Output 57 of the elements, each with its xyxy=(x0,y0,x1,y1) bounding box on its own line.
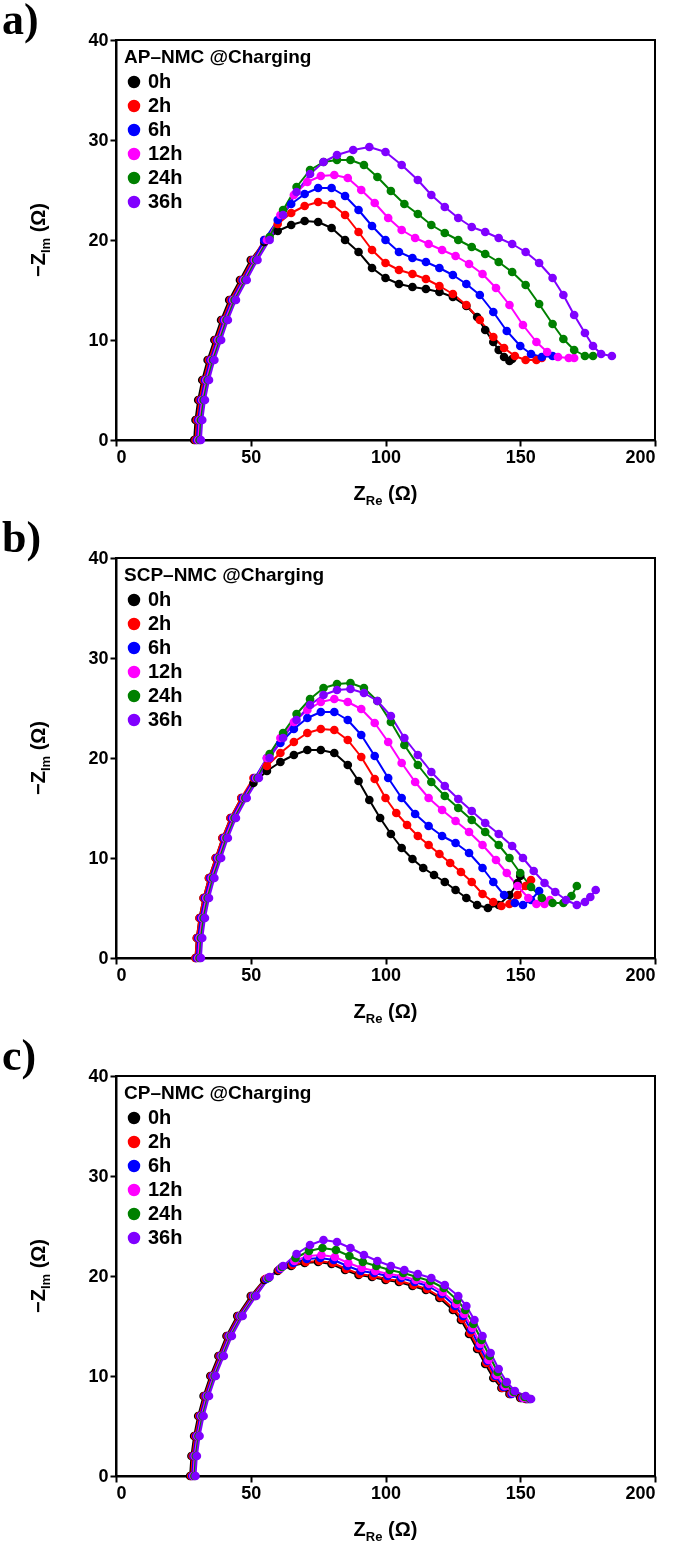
x-axis-title: Z$_{Re}$ (Ω) xyxy=(352,1518,419,1544)
x-tick-label: 100 xyxy=(370,1482,402,1503)
x-tick-label: 100 xyxy=(370,446,402,467)
legend-label: 0h xyxy=(148,1106,172,1128)
x-tick-label: 0 xyxy=(116,964,127,985)
y-tick-label: 30 xyxy=(88,647,109,668)
x-tick-label: 150 xyxy=(505,446,536,467)
y-tick-label: 40 xyxy=(88,29,109,50)
legend-label: 2h xyxy=(148,612,172,634)
x-tick-label: 200 xyxy=(625,446,656,467)
y-tick-label: 20 xyxy=(88,229,109,250)
y-tick-label: 10 xyxy=(88,847,109,868)
legend-label: 12h xyxy=(148,142,183,164)
x-tick-label: 150 xyxy=(505,1482,536,1503)
legend-label: 36h xyxy=(148,190,183,212)
y-tick-label: 20 xyxy=(88,747,109,768)
chart-title: c) xyxy=(2,1030,37,1081)
y-tick-label: 20 xyxy=(88,1265,109,1286)
legend-label: 2h xyxy=(148,1130,172,1152)
legend-label: 2h xyxy=(148,94,172,116)
legend-label: 24h xyxy=(148,1202,183,1224)
y-tick-label: 0 xyxy=(98,429,109,450)
legend-label: 12h xyxy=(148,660,183,682)
y-tick-label: 30 xyxy=(88,1165,109,1186)
y-tick-label: 30 xyxy=(88,129,109,150)
legend-title: SCP–NMC @Charging xyxy=(124,564,325,585)
legend-label: 0h xyxy=(148,70,172,92)
x-tick-label: 100 xyxy=(370,964,402,985)
x-axis-title: Z$_{Re}$ (Ω) xyxy=(352,1000,419,1026)
x-tick-label: 200 xyxy=(625,964,656,985)
legend-label: 6h xyxy=(148,1154,172,1176)
x-tick-label: 50 xyxy=(241,964,262,985)
x-tick-label: 200 xyxy=(625,1482,656,1503)
y-tick-label: 0 xyxy=(98,1465,109,1486)
y-tick-label: 40 xyxy=(88,1065,109,1086)
legend-title: CP–NMC @Charging xyxy=(124,1082,312,1103)
legend-label: 0h xyxy=(148,588,172,610)
x-tick-label: 50 xyxy=(241,1482,262,1503)
legend-label: 12h xyxy=(148,1178,183,1200)
legend-label: 36h xyxy=(148,708,183,730)
x-axis-title: Z$_{Re}$ (Ω) xyxy=(352,482,419,508)
x-tick-label: 0 xyxy=(116,1482,127,1503)
x-tick-label: 0 xyxy=(116,446,127,467)
y-tick-label: 40 xyxy=(88,547,109,568)
x-tick-label: 150 xyxy=(505,964,536,985)
legend-label: 24h xyxy=(148,166,183,188)
y-tick-label: 0 xyxy=(98,947,109,968)
x-tick-label: 50 xyxy=(241,446,262,467)
legend-label: 24h xyxy=(148,684,183,706)
legend-label: 6h xyxy=(148,118,172,140)
y-tick-label: 10 xyxy=(88,329,109,350)
legend-title: AP–NMC @Charging xyxy=(124,46,312,67)
y-tick-label: 10 xyxy=(88,1365,109,1386)
chart-title: b) xyxy=(2,512,42,563)
chart-title: a) xyxy=(2,0,39,45)
legend-label: 36h xyxy=(148,1226,183,1248)
legend-label: 6h xyxy=(148,636,172,658)
